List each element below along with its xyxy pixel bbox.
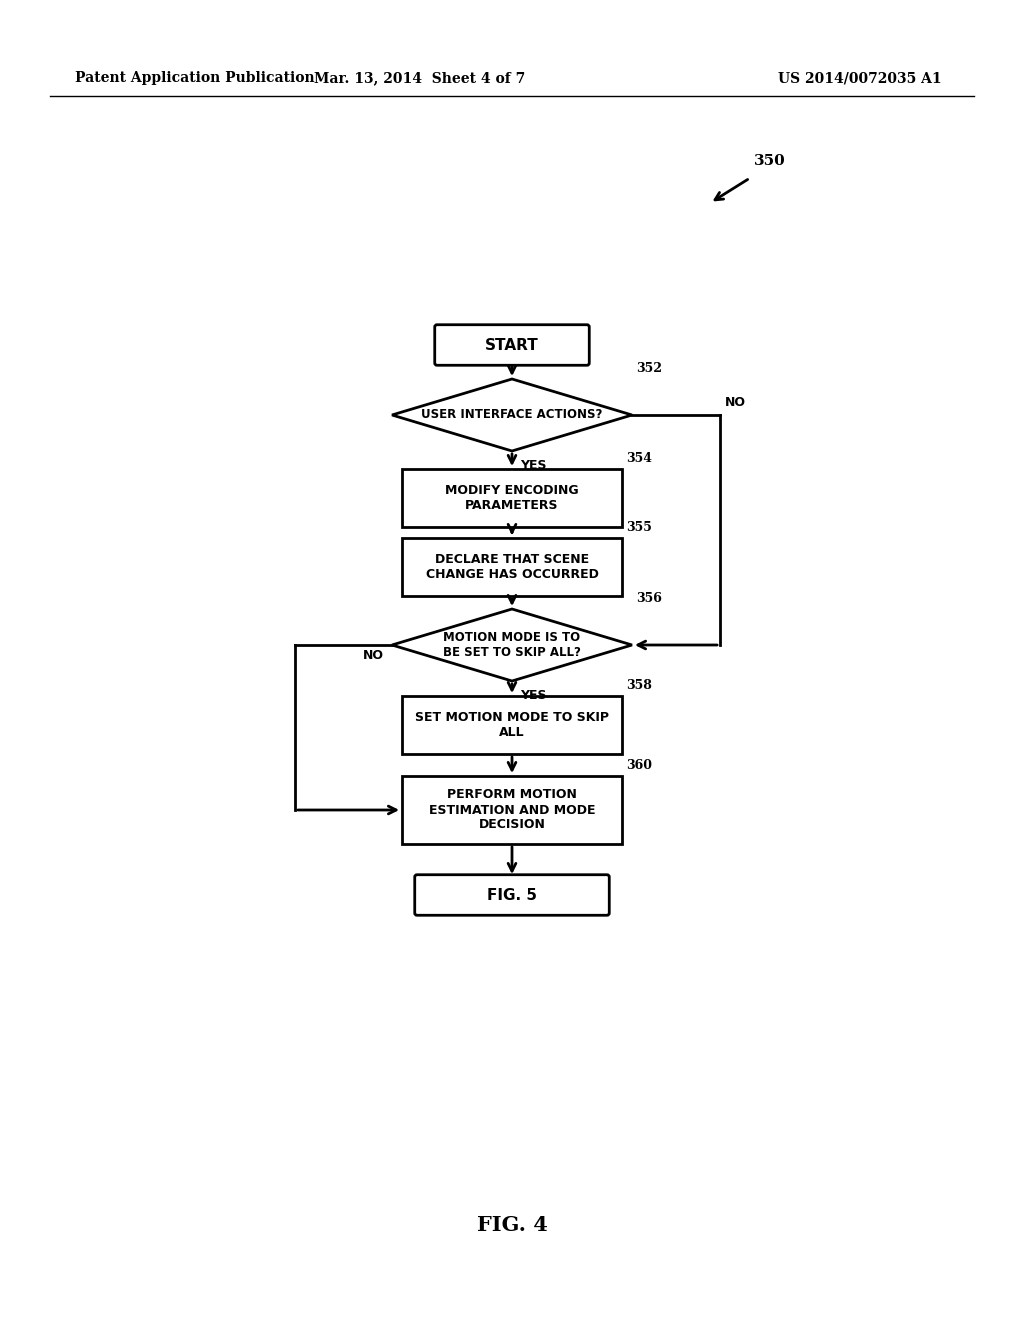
- Text: Patent Application Publication: Patent Application Publication: [75, 71, 314, 84]
- Bar: [402, 696, 622, 754]
- Text: MODIFY ENCODING
PARAMETERS: MODIFY ENCODING PARAMETERS: [445, 484, 579, 512]
- Text: FIG. 5: FIG. 5: [487, 887, 537, 903]
- Bar: [402, 776, 622, 843]
- Text: 354: 354: [626, 451, 652, 465]
- Text: Mar. 13, 2014  Sheet 4 of 7: Mar. 13, 2014 Sheet 4 of 7: [314, 71, 525, 84]
- Text: NO: NO: [725, 396, 746, 409]
- Text: 360: 360: [626, 759, 652, 772]
- Text: NO: NO: [362, 649, 384, 663]
- FancyBboxPatch shape: [415, 875, 609, 915]
- Text: YES: YES: [520, 459, 547, 473]
- Text: START: START: [485, 338, 539, 352]
- Bar: [402, 469, 622, 527]
- Text: US 2014/0072035 A1: US 2014/0072035 A1: [778, 71, 942, 84]
- Text: DECLARE THAT SCENE
CHANGE HAS OCCURRED: DECLARE THAT SCENE CHANGE HAS OCCURRED: [426, 553, 598, 581]
- Text: YES: YES: [520, 689, 547, 702]
- Text: 352: 352: [636, 362, 662, 375]
- Polygon shape: [392, 609, 632, 681]
- Text: 355: 355: [626, 521, 652, 535]
- Text: 356: 356: [636, 591, 662, 605]
- Text: USER INTERFACE ACTIONS?: USER INTERFACE ACTIONS?: [421, 408, 603, 421]
- Text: FIG. 4: FIG. 4: [476, 1214, 548, 1236]
- Bar: [402, 539, 622, 597]
- Text: MOTION MODE IS TO
BE SET TO SKIP ALL?: MOTION MODE IS TO BE SET TO SKIP ALL?: [443, 631, 581, 659]
- Polygon shape: [392, 379, 632, 451]
- Text: 358: 358: [626, 678, 652, 692]
- Text: 350: 350: [754, 154, 785, 168]
- Text: SET MOTION MODE TO SKIP
ALL: SET MOTION MODE TO SKIP ALL: [415, 711, 609, 739]
- FancyBboxPatch shape: [435, 325, 589, 366]
- Text: PERFORM MOTION
ESTIMATION AND MODE
DECISION: PERFORM MOTION ESTIMATION AND MODE DECIS…: [429, 788, 595, 832]
